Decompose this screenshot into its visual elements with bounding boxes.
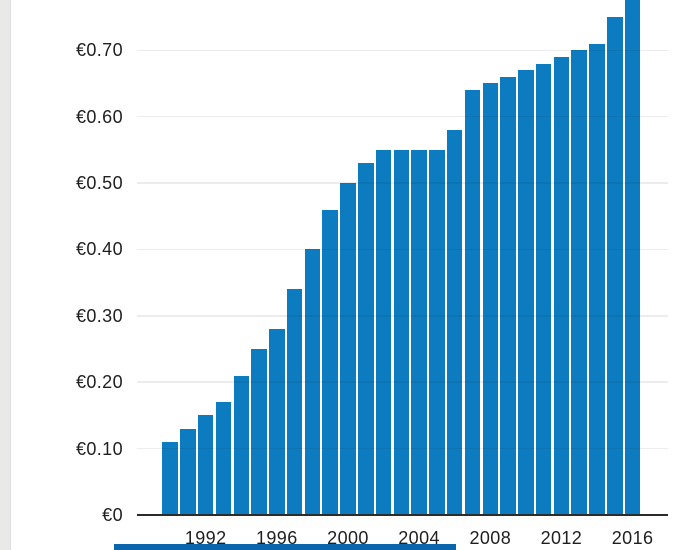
bar-1996 bbox=[269, 329, 285, 515]
x-axis-line bbox=[137, 514, 668, 516]
bar-2014 bbox=[589, 43, 605, 515]
x-tick-label-2000: 2000 bbox=[327, 528, 369, 548]
bar-1993 bbox=[215, 402, 232, 515]
bar-1995 bbox=[251, 349, 267, 515]
x-tick-label-1996: 1996 bbox=[255, 528, 298, 548]
bar-2000 bbox=[340, 183, 356, 515]
y-tick-label-0: €0 bbox=[102, 505, 123, 525]
bar-2011 bbox=[535, 63, 552, 515]
gridline-0.10 bbox=[137, 447, 668, 450]
y-tick-label-0.2: €0.20 bbox=[75, 372, 123, 393]
bar-1998 bbox=[304, 249, 321, 515]
bar-1990 bbox=[162, 442, 178, 515]
x-tick-label-2004: 2004 bbox=[398, 528, 440, 548]
bar-1992 bbox=[197, 415, 214, 515]
gridline-0.50 bbox=[137, 182, 668, 184]
bar-2016 bbox=[624, 0, 641, 515]
x-tick-label-2008: 2008 bbox=[469, 528, 512, 548]
x-tick-label-2016: 2016 bbox=[611, 528, 654, 548]
bar-2003 bbox=[393, 149, 410, 515]
y-tick-label-0.4: €0.40 bbox=[75, 239, 123, 260]
y-tick-label-0.1: €0.10 bbox=[75, 438, 123, 459]
y-tick-label-0.3: €0.30 bbox=[75, 305, 123, 326]
bar-2006 bbox=[446, 129, 463, 515]
gridline-0.40 bbox=[137, 248, 668, 251]
x-tick-label-2012: 2012 bbox=[540, 528, 583, 548]
page-left-gutter bbox=[0, 0, 11, 550]
bar-2002 bbox=[375, 149, 392, 515]
bar-2001 bbox=[358, 163, 374, 515]
y-tick-label-0.5: €0.50 bbox=[75, 173, 123, 193]
bar-2013 bbox=[571, 50, 587, 515]
y-tick-label-0.7: €0.70 bbox=[75, 40, 123, 61]
bar-2009 bbox=[500, 76, 516, 515]
bar-1997 bbox=[286, 289, 303, 515]
x-tick-label-1992: 1992 bbox=[184, 528, 227, 548]
bar-2010 bbox=[518, 70, 534, 515]
y-tick-label-0.6: €0.60 bbox=[75, 106, 123, 127]
bar-1999 bbox=[322, 209, 338, 515]
gridline-0.60 bbox=[137, 115, 668, 118]
gridline-0.30 bbox=[137, 315, 668, 317]
bottom-blue-strip bbox=[114, 544, 456, 550]
bar-1994 bbox=[233, 375, 250, 515]
gridline-0.20 bbox=[137, 381, 668, 383]
bar-2008 bbox=[482, 83, 499, 515]
gridline-0.70 bbox=[137, 49, 668, 51]
bar-2007 bbox=[464, 90, 481, 515]
bar-2004 bbox=[411, 149, 427, 515]
bar-2015 bbox=[607, 17, 623, 515]
bar-2012 bbox=[553, 56, 570, 515]
bar-1991 bbox=[180, 428, 196, 515]
bar-2005 bbox=[429, 149, 445, 515]
